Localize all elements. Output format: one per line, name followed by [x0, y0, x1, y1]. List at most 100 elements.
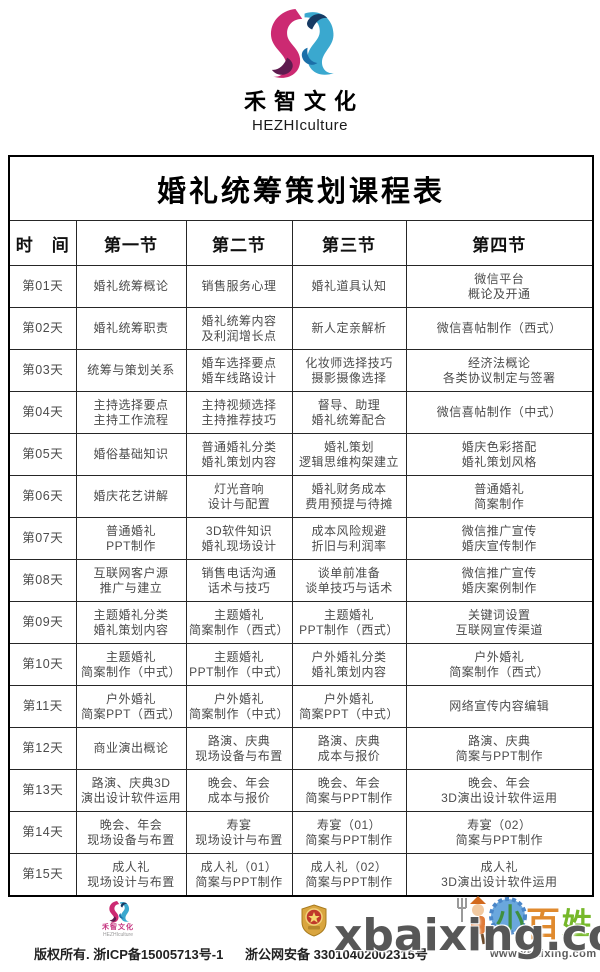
course-line: 商业演出概论 — [93, 741, 169, 755]
course-cell: 户外婚礼 简案制作（西式） — [405, 643, 594, 686]
course-cell: 婚礼财务成本 费用预提与待摊 — [291, 475, 407, 518]
course-line: 婚礼道具认知 — [311, 279, 387, 293]
course-cell: 户外婚礼 简案PPT（西式） — [75, 685, 187, 728]
column-header-row: 时 间 第一节 第二节 第三节 第四节 — [8, 220, 594, 266]
course-line: 经济法概论 — [468, 355, 531, 370]
course-line: 费用预提与待摊 — [305, 496, 393, 511]
course-line: 婚俗基础知识 — [93, 447, 169, 461]
farmer-body-icon — [471, 916, 485, 934]
course-line: 简案PPT（西式） — [81, 706, 181, 721]
course-line: 逻辑思维构架建立 — [298, 454, 399, 469]
course-line: 3D软件知识 — [205, 523, 273, 538]
course-line: 婚礼现场设计 — [201, 538, 277, 553]
hezhi-logo-icon — [270, 9, 335, 78]
mascot-char-xing: 姓 — [562, 907, 592, 942]
course-line: 网络宣传内容编辑 — [449, 699, 550, 713]
course-line: 统筹与策划关系 — [87, 363, 175, 377]
course-line: 销售电话沟通 — [201, 565, 277, 580]
footer-logo-name: 禾智文化 — [102, 924, 134, 931]
site-url-text: www.xbaixing.com — [490, 948, 597, 960]
brand-subtitle: HEZHIculture — [251, 117, 349, 134]
schedule-row: 第14天 晚会、年会 现场设备与布置 寿宴 现场设计与布置 寿宴（01） 简案与PPT制作寿… — [8, 811, 594, 854]
schedule-row: 第03天 统筹与策划关系 婚车选择要点 婚车线路设计 化妆师选择技巧 摄影摄像选择 经济法概… — [8, 349, 594, 392]
course-line: 晚会、年会 — [207, 775, 271, 790]
course-line: 普通婚礼分类 — [201, 439, 277, 454]
course-cell: 寿宴（02） 简案与PPT制作 — [405, 811, 594, 854]
schedule-row: 第10天 主题婚礼 简案制作（中式） 主题婚礼 PPT制作（中式） 户外婚礼分类 婚礼策划内… — [8, 643, 594, 686]
course-line: 简案与PPT制作 — [455, 748, 543, 763]
course-line: 摄影摄像选择 — [311, 370, 387, 385]
course-line: 婚礼策划内容 — [93, 622, 169, 637]
course-cell: 关键词设置 互联网宣传渠道 — [405, 601, 594, 644]
course-line: 推广与建立 — [99, 580, 163, 595]
course-cell: 寿宴（01） 简案与PPT制作 — [291, 811, 407, 854]
course-line: 设计与配置 — [207, 496, 271, 511]
course-line: 路演、庆典 — [468, 733, 531, 748]
col-header-section2: 第二节 — [185, 220, 293, 266]
course-line: 互联网宣传渠道 — [455, 622, 544, 637]
day-label: 第03天 — [8, 349, 77, 392]
xbaixing-logo: 小 百 姓 — [450, 894, 598, 957]
course-line: 寿宴（02） — [467, 817, 532, 832]
day-label: 第08天 — [8, 559, 77, 602]
schedule-row: 第05天 婚俗基础知识 普通婚礼分类 婚礼策划内容 婚礼策划 逻辑思维构架建立 婚庆色彩搭配… — [8, 433, 594, 476]
course-line: 简案制作（中式） — [188, 706, 289, 721]
course-line: 婚礼财务成本 — [311, 481, 387, 496]
course-cell: 晚会、年会 简案与PPT制作 — [291, 769, 407, 812]
course-cell: 婚庆花艺讲解 — [75, 475, 187, 518]
copyright-text: 版权所有. 浙ICP备15005713号-1 — [34, 947, 224, 962]
course-cell: 主题婚礼 PPT制作（中式） — [185, 643, 293, 686]
course-cell: 婚礼统筹内容 及利润增长点 — [185, 307, 293, 350]
course-cell: 晚会、年会 现场设备与布置 — [75, 811, 187, 854]
schedule-row: 第04天 主持选择要点 主持工作流程 主持视频选择 主持推荐技巧 督导、助理 婚礼统筹配合微… — [8, 391, 594, 434]
course-line: 主持选择要点 — [93, 397, 169, 412]
course-line: 户外婚礼 — [213, 691, 264, 706]
course-schedule-table: 婚礼统筹策划课程表 时 间 第一节 第二节 第三节 第四节 第01天 婚礼统筹概论… — [8, 155, 595, 897]
course-line: 主持工作流程 — [93, 412, 169, 427]
course-line: 晚会、年会 — [317, 775, 381, 790]
beian-text: 浙公网安备 33010402002315号 — [245, 947, 428, 962]
course-line: 婚礼策划内容 — [201, 454, 277, 469]
footer-logo: 禾智文化 HEZHIculture — [90, 900, 146, 938]
course-line: 现场设计与布置 — [195, 832, 283, 847]
course-line: 主持推荐技巧 — [201, 412, 277, 427]
course-line: 普通婚礼 — [474, 481, 525, 496]
course-cell: 主持选择要点 主持工作流程 — [75, 391, 187, 434]
course-cell: 统筹与策划关系 — [75, 349, 187, 392]
schedule-row: 第06天 婚庆花艺讲解 灯光音响 设计与配置 婚礼财务成本 费用预提与待摊 普通婚礼 简案制作 — [8, 475, 594, 518]
course-line: 成人礼 — [480, 859, 519, 874]
course-cell: 婚庆色彩搭配 婚礼策划风格 — [405, 433, 594, 476]
course-cell: 谈单前准备 谈单技巧与话术 — [291, 559, 407, 602]
day-label: 第07天 — [8, 517, 77, 560]
course-line: 主题婚礼 — [323, 607, 374, 622]
course-line: 3D演出设计软件运用 — [441, 790, 558, 805]
course-line: 简案与PPT制作 — [305, 874, 393, 889]
course-cell: 主题婚礼分类 婚礼策划内容 — [75, 601, 187, 644]
course-line: 简案与PPT制作 — [455, 832, 543, 847]
course-line: 简案制作 — [474, 496, 525, 511]
course-cell: 婚礼统筹职责 — [75, 307, 187, 350]
course-cell: 婚车选择要点 婚车线路设计 — [185, 349, 293, 392]
day-label: 第14天 — [8, 811, 77, 854]
course-line: 简案制作（西式） — [188, 622, 289, 637]
course-line: 化妆师选择技巧 — [305, 355, 393, 370]
course-cell: 成人礼（02） 简案与PPT制作 — [291, 853, 407, 897]
course-cell: 销售服务心理 — [185, 265, 293, 308]
course-line: 婚礼策划内容 — [311, 664, 387, 679]
schedule-row: 第07天 普通婚礼 PPT制作 3D软件知识 婚礼现场设计 成本风险规避 折旧与利润率 微信推… — [8, 517, 594, 560]
course-line: 婚庆宣传制作 — [461, 538, 537, 553]
course-cell: 成人礼 现场设计与布置 — [75, 853, 187, 897]
course-cell: 户外婚礼 简案PPT（中式） — [291, 685, 407, 728]
schedule-row: 第08天 互联网客户源 推广与建立 销售电话沟通 话术与技巧 谈单前准备 谈单技巧与话术 微信… — [8, 559, 594, 602]
course-line: 路演、庆典 — [207, 733, 271, 748]
course-cell: 微信推广宣传 婚庆宣传制作 — [405, 517, 594, 560]
course-line: 各类协议制定与签署 — [443, 370, 556, 385]
course-line: 主题婚礼 — [105, 649, 156, 664]
course-line: 微信推广宣传 — [461, 523, 537, 538]
course-line: 成本与报价 — [317, 748, 381, 763]
course-line: 谈单前准备 — [317, 565, 381, 580]
course-line: 寿宴 — [226, 817, 252, 832]
course-cell: 经济法概论 各类协议制定与签署 — [405, 349, 594, 392]
course-line: 微信平台 — [474, 271, 525, 286]
course-cell: 户外婚礼分类 婚礼策划内容 — [291, 643, 407, 686]
